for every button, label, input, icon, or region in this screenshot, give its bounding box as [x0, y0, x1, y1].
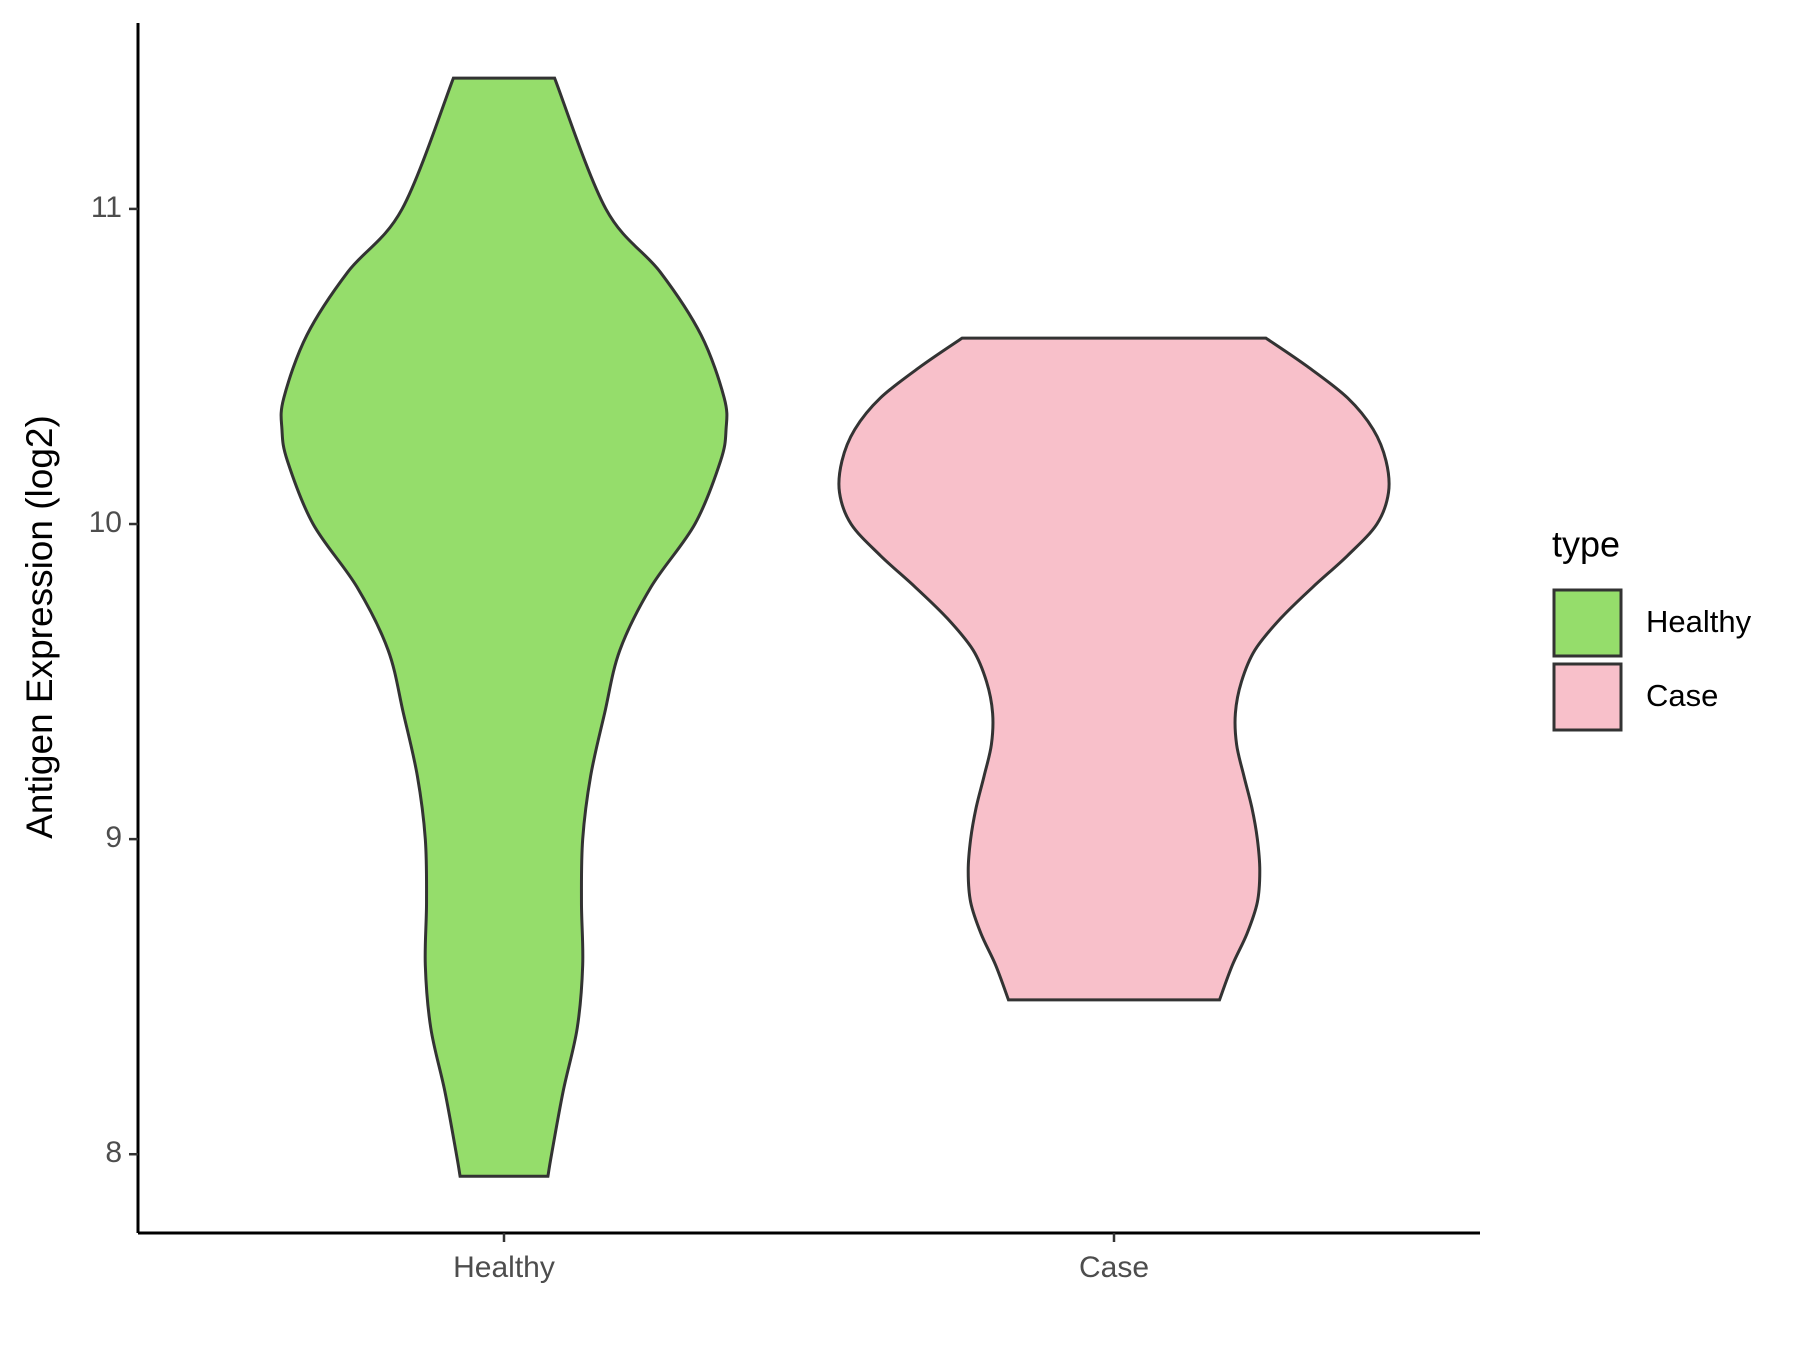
legend-key	[1552, 588, 1623, 658]
legend-label: Case	[1646, 678, 1718, 713]
y-axis-title: Antigen Expression (log2)	[19, 415, 60, 839]
violin	[279, 76, 729, 1178]
legend-label: Healthy	[1646, 604, 1752, 639]
y-tick-label: 9	[105, 821, 122, 854]
y-tick-label: 8	[105, 1136, 122, 1169]
x-tick-label: Case	[1079, 1251, 1149, 1284]
violin	[837, 336, 1391, 1002]
y-tick-label: 10	[89, 506, 122, 539]
legend-key	[1552, 662, 1623, 732]
y-tick-label: 11	[91, 191, 122, 224]
legend-title: type	[1552, 524, 1620, 565]
x-tick-label: Healthy	[453, 1251, 555, 1284]
